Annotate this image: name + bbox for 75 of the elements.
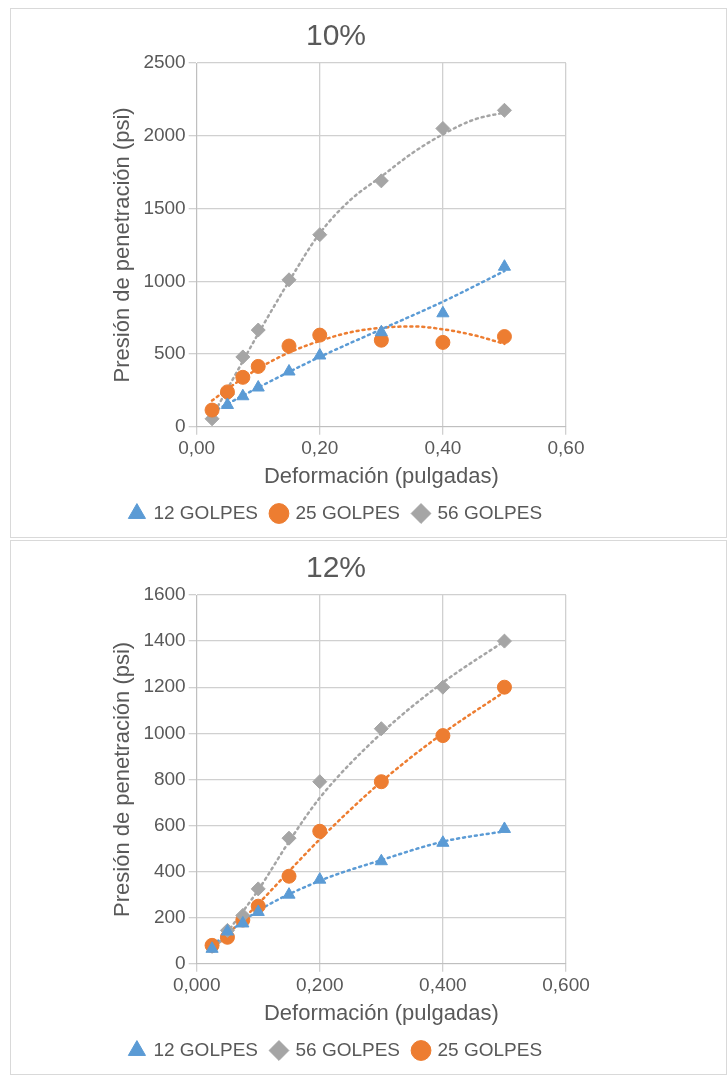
point [281, 868, 297, 884]
point [235, 369, 251, 385]
y-tick-label: 500 [153, 342, 186, 364]
point [312, 774, 328, 790]
y-tick-label: 0 [175, 415, 186, 437]
x-tick-label: 0,00 [178, 437, 216, 459]
point [373, 173, 389, 189]
y-tick-label: 1200 [143, 675, 186, 697]
point [250, 358, 266, 374]
point [373, 774, 389, 790]
point [435, 679, 451, 695]
x-tick-label: 0,20 [301, 437, 339, 459]
point [496, 329, 512, 345]
y-tick-label: 0 [175, 952, 186, 974]
x-tick-label: 0,60 [547, 437, 585, 459]
point [250, 881, 266, 897]
point [497, 821, 512, 833]
point [281, 272, 297, 288]
legend-label: 12 GOLPES [153, 501, 258, 523]
y-tick-label: 1600 [143, 583, 186, 605]
point [373, 721, 389, 737]
y-tick-label: 1400 [143, 629, 186, 651]
point [281, 830, 297, 846]
legend-label: 56 GOLPES [437, 501, 543, 523]
point [236, 388, 250, 401]
point [250, 322, 266, 338]
y-tick-label: 2500 [143, 51, 186, 73]
point [496, 633, 512, 649]
point [205, 941, 219, 953]
x-axis-title: Deformación (pulgadas) [263, 999, 499, 1025]
point [497, 259, 512, 271]
x-tick-label: 0,200 [296, 974, 344, 996]
point [435, 728, 451, 744]
y-axis-title: Presión de penetración (psi) [109, 107, 135, 383]
chart-title: 12% [305, 550, 367, 584]
chart-title: 10% [305, 18, 367, 52]
y-tick-label: 1500 [143, 196, 186, 218]
point [496, 102, 512, 118]
point [436, 305, 450, 318]
y-tick-label: 800 [153, 767, 186, 789]
legend-label: 25 GOLPES [295, 501, 401, 523]
x-tick-label: 0,000 [172, 974, 221, 996]
point [282, 887, 296, 899]
x-tick-label: 0,600 [542, 974, 590, 996]
legend-label: 12 GOLPES [153, 1038, 258, 1060]
y-tick-label: 600 [153, 813, 186, 835]
point [312, 227, 328, 243]
y-tick-label: 2000 [143, 123, 186, 145]
x-tick-label: 0,40 [424, 437, 462, 459]
point [204, 402, 220, 418]
point [313, 348, 327, 360]
point [496, 679, 512, 695]
point [313, 872, 327, 884]
y-tick-label: 200 [153, 905, 186, 927]
x-axis-title: Deformación (pulgadas) [263, 462, 499, 488]
point [435, 120, 451, 136]
point [374, 853, 388, 866]
legend-label: 25 GOLPES [437, 1038, 543, 1060]
point [374, 324, 388, 337]
y-tick-label: 1000 [143, 721, 186, 743]
y-tick-label: 1000 [143, 269, 186, 291]
point [281, 338, 297, 354]
point [312, 823, 328, 839]
point [282, 364, 296, 376]
x-tick-label: 0,400 [419, 974, 467, 996]
y-tick-label: 400 [153, 859, 186, 881]
point [220, 397, 235, 409]
legend-label: 56 GOLPES [295, 1038, 401, 1060]
point [436, 835, 450, 847]
point [251, 380, 265, 392]
point [251, 904, 265, 916]
point [312, 327, 328, 343]
point [235, 349, 251, 365]
point [435, 334, 451, 350]
y-axis-title: Presión de penetración (psi) [109, 641, 135, 917]
